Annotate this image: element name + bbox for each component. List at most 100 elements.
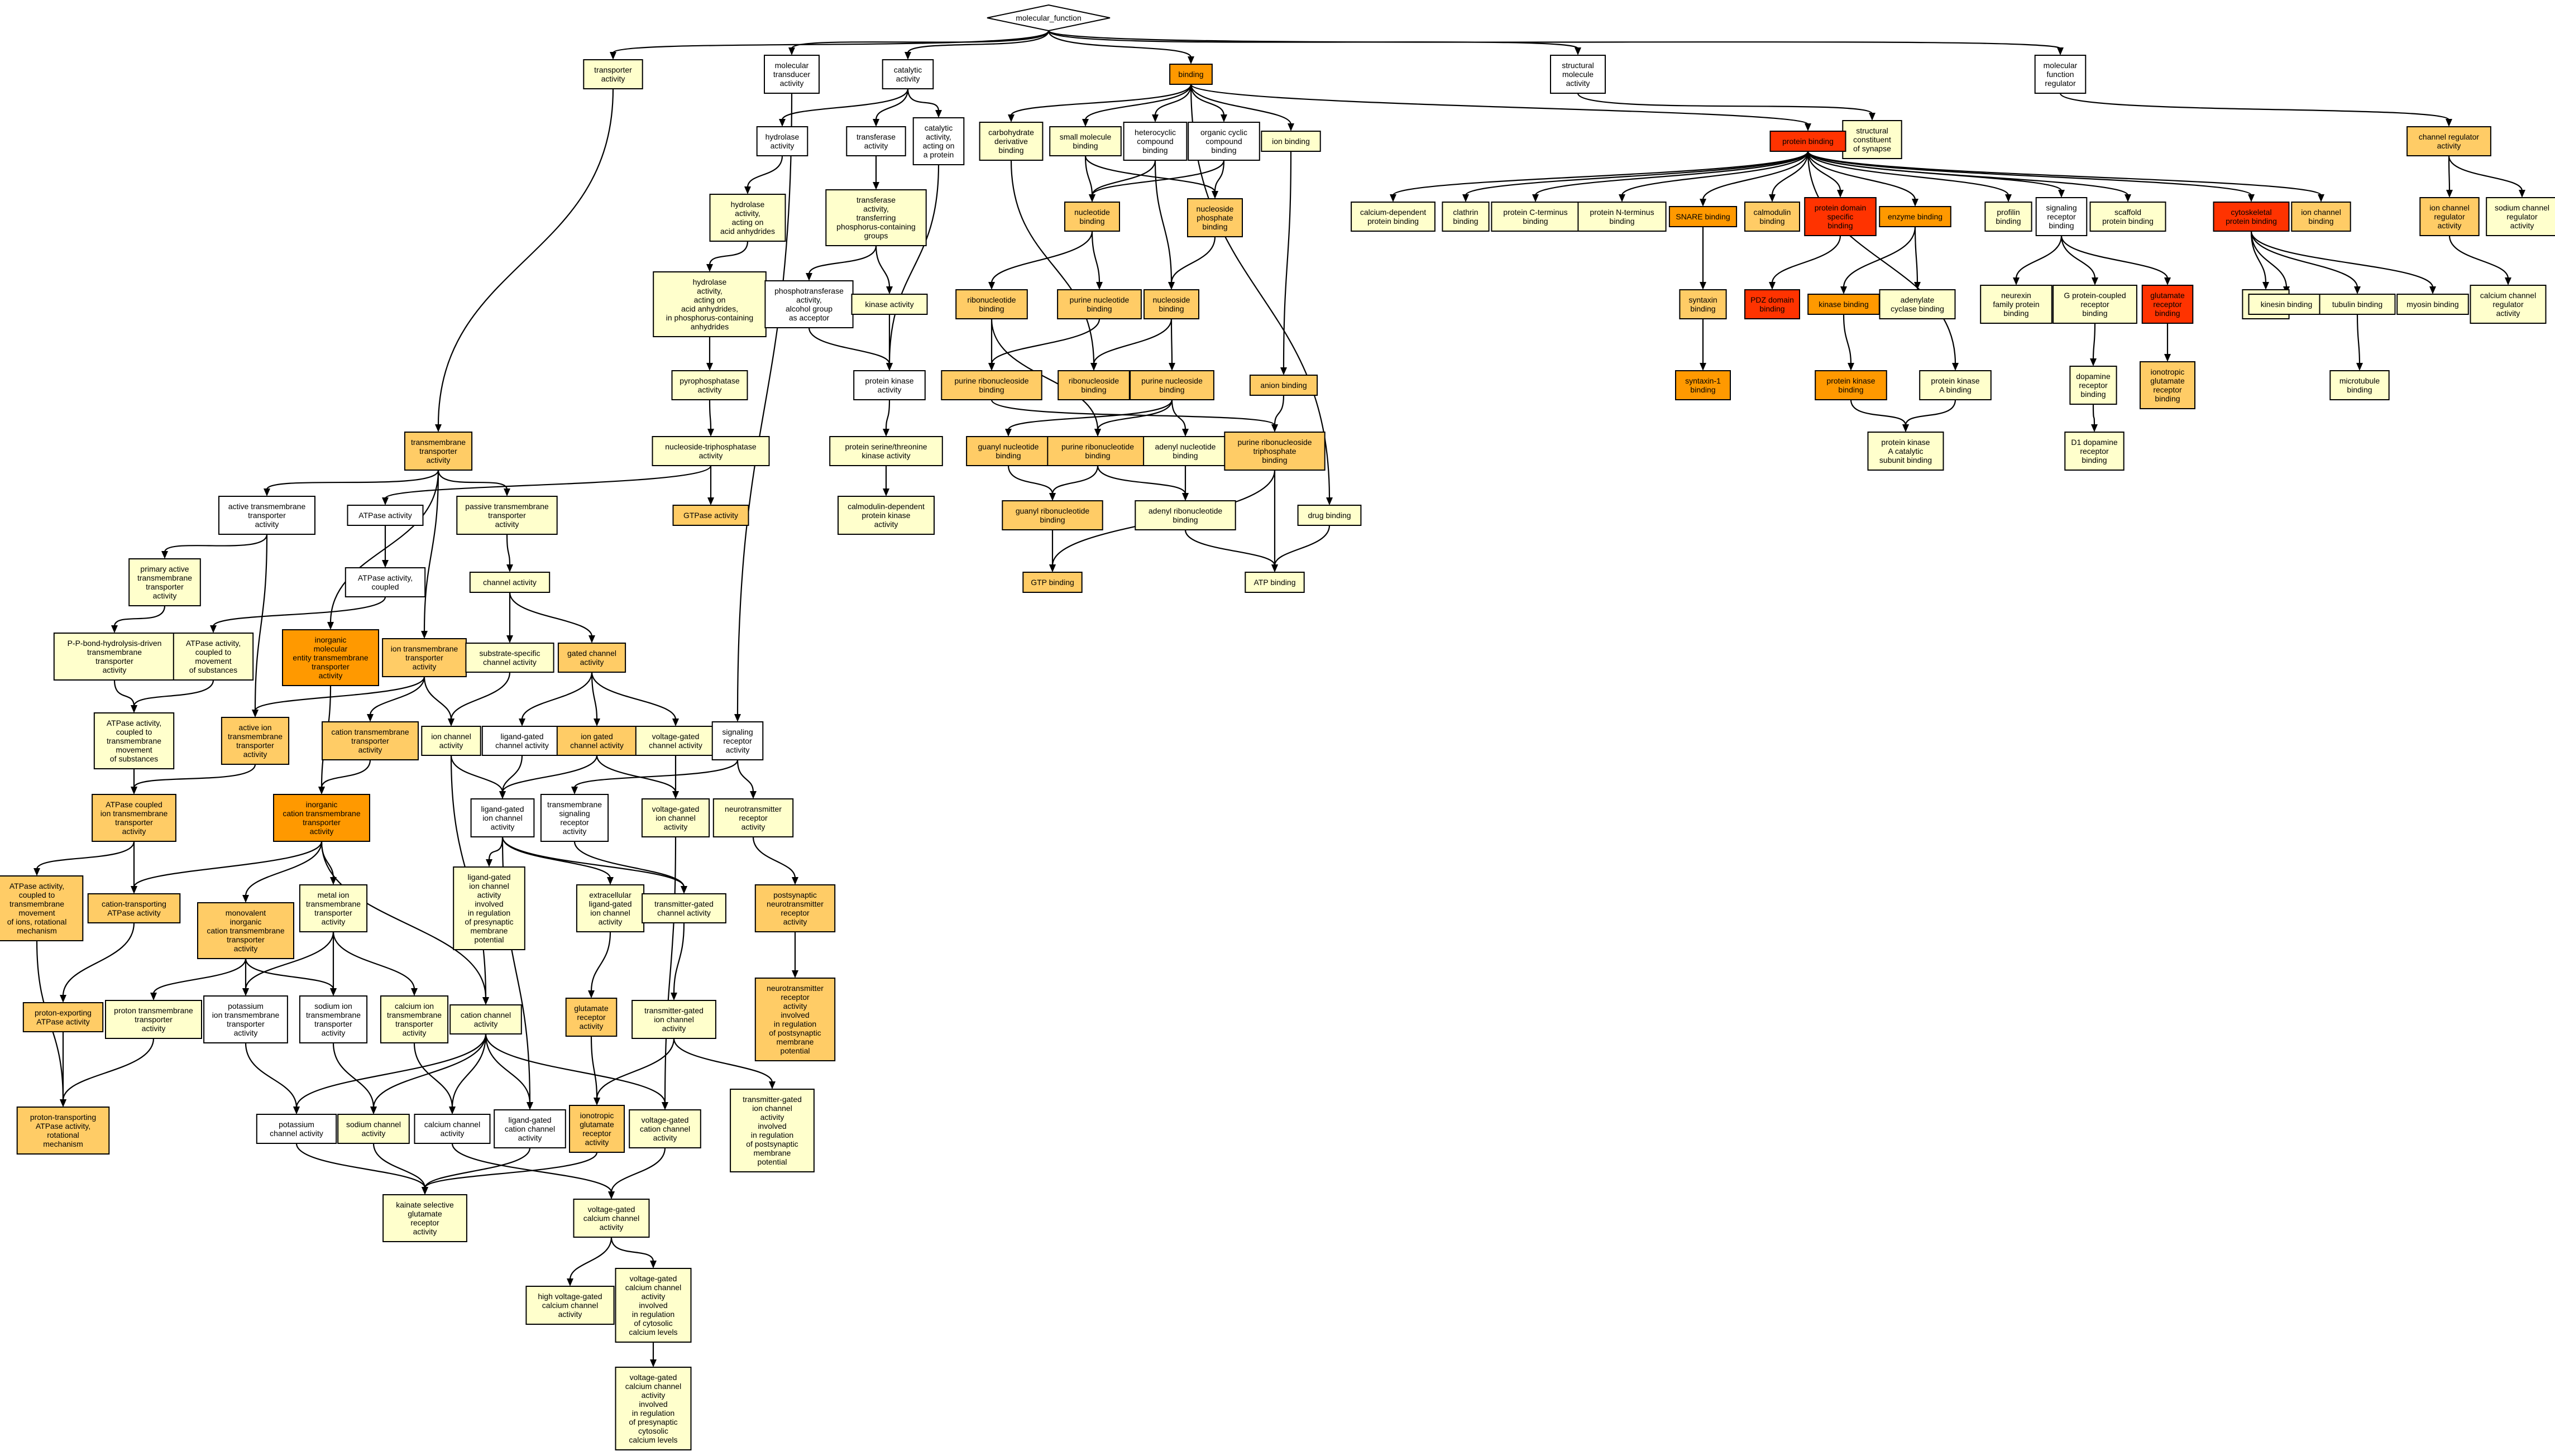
node-label: metal ion transmembrane transporter activit…	[306, 890, 361, 926]
node-label-line: groups	[864, 231, 888, 240]
node-label: ATPase activity, coupled	[358, 573, 413, 591]
node-label: sodium ion transmembrane transporter activi…	[306, 1002, 361, 1037]
edge-transmembrane-to-activetm	[264, 470, 439, 496]
node-label-line: cation-transporting	[102, 899, 166, 908]
node-iontm: ion transmembrane transporter activity	[382, 638, 467, 677]
edge-transmembrane-to-iontm	[421, 470, 439, 639]
node-label-line: proton transmembrane	[114, 1006, 193, 1015]
edge-arrowhead	[111, 625, 118, 633]
edge-moltrans-to-signalingrec	[734, 93, 793, 722]
node-label-line: transducer	[773, 70, 810, 79]
node-label-line: protein kinase	[1826, 376, 1875, 385]
node-label-line: binding	[1996, 217, 2021, 226]
edge-purineribonuc-to-guanylribonuc	[1049, 465, 1099, 501]
node-box	[1249, 375, 1318, 396]
edge-arrowhead	[1090, 363, 1097, 371]
node-label-line: binding	[1079, 217, 1104, 226]
node-box	[1261, 131, 1321, 152]
node-label-line: activity	[234, 944, 258, 953]
edge-arrowhead	[2092, 277, 2098, 285]
edge-line	[245, 958, 334, 990]
edge-line	[2092, 404, 2095, 426]
node-ionchannel: ion channel activity	[421, 726, 481, 756]
node-box	[2140, 361, 2195, 409]
edge-line	[1771, 151, 1809, 196]
node-label-line: transmembrane	[306, 899, 361, 908]
edge-line	[1154, 160, 1173, 284]
node-label-line: ATPase activity,	[9, 882, 64, 890]
node-label: GTPase activity	[683, 511, 738, 520]
node-label-line: acting on	[732, 218, 764, 227]
node-box	[1804, 197, 1877, 236]
node-label-line: coupled to	[19, 890, 55, 899]
edge-structmol-to-structsyn	[1577, 93, 1875, 121]
edge-line	[245, 841, 323, 897]
edge-ligandion-to-ligandpresyn	[486, 836, 504, 867]
node-nterm: protein N-terminus binding	[1577, 202, 1667, 232]
node-label-line: binding	[2049, 221, 2074, 230]
edge-line	[451, 1033, 487, 1108]
edge-arrowhead	[1096, 282, 1103, 290]
node-label-line: binding	[2155, 394, 2180, 403]
edge-line	[133, 841, 323, 888]
edge-protbind-to-clathrin	[1462, 151, 1809, 202]
node-label-line: adenyl ribonucleotide	[1149, 506, 1223, 515]
node-label-line: active transmembrane	[228, 502, 306, 511]
edge-arrowhead	[706, 363, 713, 371]
node-label-line: cation channel	[461, 1010, 511, 1019]
edge-ionchanreg-to-calcchanreg	[2448, 235, 2511, 285]
node-label-line: guanyl nucleotide	[978, 442, 1039, 451]
node-label-line: activity	[1566, 79, 1590, 88]
edge-line	[736, 93, 793, 716]
edge-gpcr-to-dopamine	[2090, 323, 2097, 366]
node-label-line: transporter	[135, 1015, 173, 1024]
node-box	[2470, 285, 2547, 324]
node-label-line: transporter	[248, 511, 286, 520]
node-label-line: involved	[758, 1122, 786, 1131]
edge-atpase-to-atpasecoupled	[382, 525, 389, 568]
edge-line	[1007, 465, 1054, 495]
node-box	[1744, 202, 1800, 232]
edge-tubulin-to-microtubule	[2356, 314, 2363, 371]
node-label-line: binding	[1173, 515, 1198, 524]
edge-line	[384, 465, 712, 500]
edge-dopamine-to-d1dop	[2091, 404, 2098, 432]
node-label-line: dopamine	[2076, 372, 2111, 381]
node-label-line: in phosphorus-containing	[666, 313, 753, 322]
node-label-line: channel activity	[657, 908, 711, 917]
node-label: protein kinase activity	[865, 376, 913, 394]
node-label: glutamate receptor binding	[2150, 291, 2185, 318]
node-label-line: activity	[2496, 309, 2520, 318]
edge-line	[1274, 395, 1285, 426]
node-box	[2248, 294, 2325, 315]
node-diamond	[987, 4, 1111, 32]
node-guanylnuc: guanyl nucleotide binding	[966, 436, 1051, 466]
node-box	[449, 1004, 522, 1034]
node-label-line: transmembrane	[9, 899, 64, 908]
node-ionchanbind: ion channel binding	[2291, 202, 2351, 232]
edge-inorgcation-to-monovalent	[242, 841, 323, 903]
node-label-line: cation transmembrane	[207, 926, 285, 935]
node-label-line: channel regulator	[2419, 132, 2480, 141]
node-box	[282, 629, 379, 686]
node-inorganic: inorganic molecular entity transmembrane tr…	[282, 629, 379, 686]
node-box	[1919, 370, 1992, 400]
node-label-line: involved	[781, 1010, 809, 1019]
edge-line	[1091, 160, 1156, 196]
node-box	[569, 1105, 625, 1153]
node-transmitterpost: transmitter-gated ion channel activity invo…	[730, 1089, 815, 1172]
node-syntaxin1: syntaxin-1 binding	[1675, 370, 1731, 400]
node-box	[299, 884, 368, 932]
edge-arrowhead	[1188, 56, 1194, 64]
node-activetm: active transmembrane transporter activity	[218, 496, 315, 535]
node-label-line: activity	[427, 456, 451, 464]
node-label: ion channel binding	[2301, 208, 2341, 226]
edge-line	[1091, 160, 1225, 196]
node-box	[2035, 197, 2088, 236]
node-label: transmembrane signaling receptor activity	[547, 800, 602, 836]
edge-line	[369, 676, 425, 716]
node-moltrans: molecular transducer activity	[764, 55, 820, 94]
node-monovalent: monovalent inorganic cation transmembrane t…	[197, 902, 294, 959]
node-box	[712, 798, 794, 837]
edge-line	[2250, 231, 2288, 288]
